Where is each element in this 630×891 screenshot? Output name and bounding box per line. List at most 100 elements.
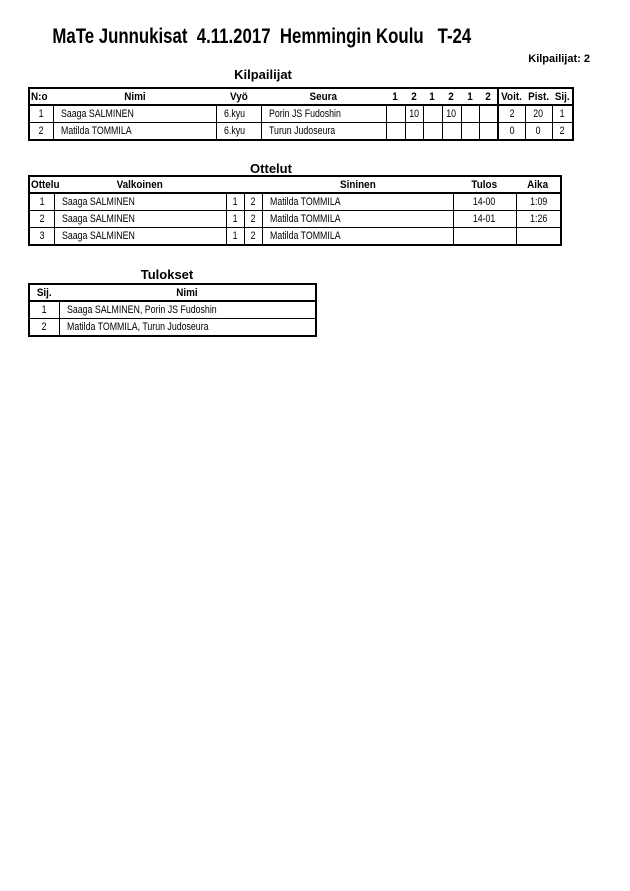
cell-voit: 0 [497, 122, 526, 141]
competitor-count-label: Kilpailijat: 2 [528, 53, 590, 65]
matches-table: Ottelu Valkoinen Sininen Tulos Aika 1 Sa… [28, 175, 562, 246]
header-text: 2 [448, 90, 455, 103]
col-header-score-1: 1 [386, 88, 405, 106]
cell-text: 2 [509, 108, 515, 120]
table-row: 2 Matilda TOMMILA, Turun Judoseura [28, 318, 317, 337]
cell-score-5 [460, 122, 480, 141]
col-header-tulos: Tulos [453, 176, 516, 194]
header-text: Tulos [471, 178, 498, 191]
col-header-sij: Sij. [552, 88, 573, 106]
cell-white-num: 1 [225, 227, 245, 246]
final-results-table: Sij. Nimi 1 Saaga SALMINEN, Porin JS Fud… [28, 283, 317, 337]
cell-sininen: Matilda TOMMILA [261, 227, 454, 246]
page-title-text: MaTe Junnukisat 4.11.2017 Hemmingin Koul… [52, 25, 472, 48]
header-text: Sininen [339, 178, 376, 191]
cell-score-4 [441, 122, 462, 141]
col-header-score-6: 2 [479, 88, 498, 106]
cell-aika: 1:26 [515, 210, 562, 228]
cell-seura: Turun Judoseura [260, 122, 387, 141]
section-heading-tulokset: Tulokset [140, 267, 194, 282]
cell-voit: 2 [497, 104, 526, 123]
cell-aika: 1:09 [515, 192, 562, 211]
header-text: 1 [392, 90, 399, 103]
header-text: Nimi [123, 90, 146, 103]
cell-score-3 [422, 122, 443, 141]
cell-text: 3 [39, 230, 45, 242]
cell-sij: 1 [551, 104, 574, 123]
cell-text: Saaga SALMINEN, Porin JS Fudoshin [66, 304, 217, 316]
cell-text: 20 [533, 108, 544, 120]
header-text: N:o [31, 90, 48, 103]
col-header-score-3: 1 [423, 88, 442, 106]
cell-text: 1 [559, 108, 565, 120]
cell-text: 10 [409, 108, 419, 120]
page-title: MaTe Junnukisat 4.11.2017 Hemmingin Koul… [0, 26, 518, 47]
header-text: Vyö [229, 90, 248, 103]
header-text: Seura [309, 90, 338, 103]
cell-text: Matilda TOMMILA, Turun Judoseura [66, 321, 209, 333]
competitors-table: N:o Nimi Vyö Seura 1 2 1 2 1 2 Voit. Pis… [28, 87, 574, 141]
cell-nimi: Matilda TOMMILA [52, 122, 217, 141]
cell-nimi: Saaga SALMINEN [52, 104, 217, 123]
cell-text: 2 [38, 125, 44, 137]
cell-blue-num: 2 [243, 210, 263, 228]
cell-text: 2 [250, 196, 256, 208]
header-row: Sij. Nimi [29, 284, 316, 302]
cell-text: 14-00 [473, 196, 496, 208]
section-heading-ottelut: Ottelut [250, 161, 292, 176]
cell-text: 14-01 [473, 213, 496, 225]
cell-text: 6.kyu [223, 108, 245, 120]
cell-sininen: Matilda TOMMILA [261, 192, 454, 211]
table-row: 3 Saaga SALMINEN 1 2 Matilda TOMMILA [28, 227, 562, 246]
cell-text: Saaga SALMINEN [60, 108, 134, 120]
header-text: Sij. [554, 90, 570, 103]
col-header-sij: Sij. [29, 284, 59, 302]
header-text: 1 [467, 90, 473, 103]
cell-sij: 1 [28, 300, 60, 319]
cell-sininen: Matilda TOMMILA [261, 210, 454, 228]
col-header-score-4: 2 [442, 88, 461, 106]
cell-score-2: 10 [404, 104, 424, 123]
header-text: Ottelu [31, 178, 60, 191]
cell-white-num: 1 [225, 192, 245, 211]
cell-tulos [452, 227, 517, 246]
cell-score-1 [385, 122, 406, 141]
col-header-aika: Aika [516, 176, 561, 194]
cell-ottelu: 2 [28, 210, 55, 228]
col-header-no: N:o [29, 88, 53, 106]
header-text: 2 [411, 90, 417, 103]
cell-sij: 2 [551, 122, 574, 141]
cell-score-6 [478, 104, 499, 123]
cell-tulos: 14-01 [452, 210, 517, 228]
section-heading-kilpailijat: Kilpailijat [234, 67, 292, 82]
col-header-nimi: Nimi [59, 284, 316, 302]
cell-no: 2 [28, 122, 54, 141]
cell-vyo: 6.kyu [215, 122, 262, 141]
cell-text: 1:09 [529, 196, 547, 208]
col-header-voit: Voit. [497, 88, 525, 106]
cell-score-6 [478, 122, 499, 141]
cell-aika [515, 227, 562, 246]
cell-text: 1:26 [529, 213, 547, 225]
col-header-valkoinen: Valkoinen [54, 176, 226, 194]
col-header-sininen: Sininen [262, 176, 453, 194]
cell-ottelu: 3 [28, 227, 55, 246]
cell-valkoinen: Saaga SALMINEN [53, 227, 227, 246]
cell-text: Porin JS Fudoshin [268, 108, 341, 120]
header-text: Voit. [501, 90, 523, 103]
cell-text: 1 [39, 196, 45, 208]
table-row: 2 Matilda TOMMILA 6.kyu Turun Judoseura … [28, 122, 574, 141]
table-row: 2 Saaga SALMINEN 1 2 Matilda TOMMILA 14-… [28, 210, 562, 228]
header-text: Sij. [37, 286, 52, 299]
cell-text: 1 [38, 108, 44, 120]
cell-white-num: 1 [225, 210, 245, 228]
cell-text: Saaga SALMINEN [61, 230, 135, 242]
col-header-blue-num [244, 176, 262, 194]
cell-score-3 [422, 104, 443, 123]
cell-text: 0 [509, 125, 515, 137]
header-text: Nimi [176, 286, 198, 299]
table-row: 1 Saaga SALMINEN 1 2 Matilda TOMMILA 14-… [28, 192, 562, 211]
cell-tulos: 14-00 [452, 192, 517, 211]
cell-text: 2 [39, 213, 45, 225]
